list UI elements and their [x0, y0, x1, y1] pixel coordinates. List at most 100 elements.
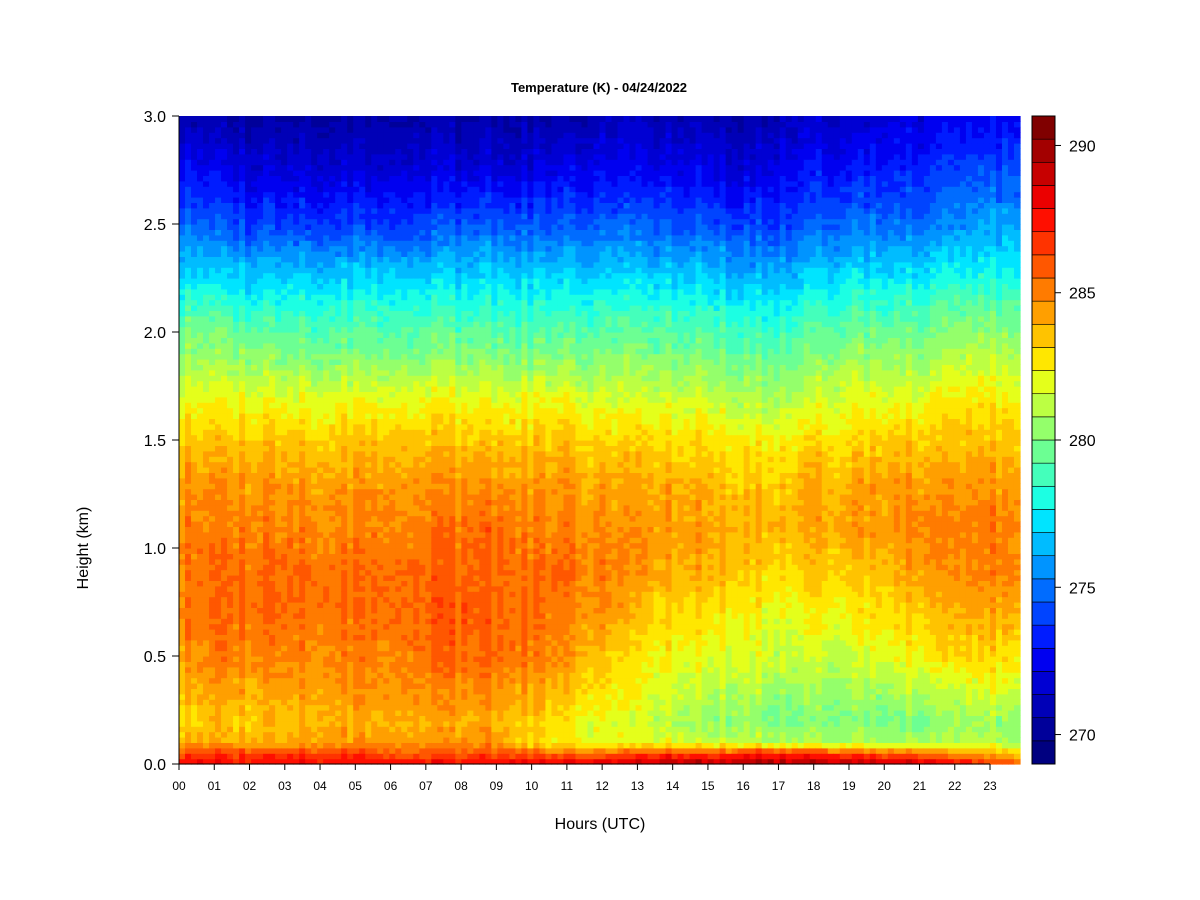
heatmap-cell — [305, 494, 312, 500]
heatmap-cell — [245, 639, 252, 646]
heatmap-cell — [365, 753, 372, 760]
heatmap-cell — [347, 720, 354, 727]
heatmap-cell — [257, 245, 264, 252]
heatmap-cell — [191, 483, 198, 490]
heatmap-cell — [341, 693, 348, 700]
heatmap-cell — [227, 337, 234, 344]
heatmap-cell — [299, 521, 306, 527]
heatmap-cell — [185, 305, 192, 311]
heatmap-cell — [287, 148, 294, 155]
heatmap-cell — [329, 483, 336, 490]
heatmap-cell — [413, 494, 420, 500]
heatmap-cell — [335, 332, 342, 338]
heatmap-cell — [425, 634, 432, 641]
heatmap-cell — [197, 510, 204, 517]
heatmap-cell — [281, 251, 288, 257]
heatmap-cell — [257, 294, 264, 301]
heatmap-cell — [407, 699, 414, 706]
heatmap-cell — [371, 251, 378, 257]
heatmap-cell — [365, 337, 372, 344]
heatmap-cell — [257, 607, 264, 614]
heatmap-cell — [215, 299, 222, 306]
heatmap-cell — [359, 175, 366, 182]
heatmap-cell — [353, 159, 360, 166]
heatmap-cell — [191, 715, 198, 722]
heatmap-cell — [191, 423, 198, 430]
heatmap-cell — [239, 715, 246, 722]
heatmap-cell — [305, 256, 312, 263]
heatmap-cell — [329, 261, 336, 268]
heatmap-cell — [353, 369, 360, 376]
heatmap-cell — [275, 499, 282, 506]
heatmap-cell — [239, 618, 246, 625]
heatmap-cell — [263, 699, 270, 706]
heatmap-cell — [263, 445, 270, 452]
heatmap-cell — [383, 299, 390, 306]
heatmap-cell — [257, 753, 264, 760]
heatmap-cell — [407, 391, 414, 398]
heatmap-cell — [293, 396, 300, 403]
heatmap-cell — [407, 693, 414, 700]
heatmap-cell — [311, 229, 318, 236]
heatmap-cell — [377, 515, 384, 522]
heatmap-cell — [353, 553, 360, 560]
heatmap-cell — [335, 207, 342, 214]
heatmap-cell — [293, 531, 300, 538]
heatmap-cell — [371, 121, 378, 128]
heatmap-cell — [221, 591, 228, 598]
heatmap-cell — [425, 488, 432, 495]
heatmap-cell — [419, 710, 426, 716]
heatmap-cell — [365, 445, 372, 452]
heatmap-cell — [197, 688, 204, 695]
heatmap-cell — [275, 245, 282, 252]
heatmap-cell — [341, 148, 348, 155]
heatmap-cell — [335, 310, 342, 317]
heatmap-cell — [353, 164, 360, 171]
heatmap-cell — [335, 153, 342, 160]
heatmap-cell — [383, 413, 390, 419]
heatmap-cell — [215, 526, 222, 533]
heatmap-cell — [377, 623, 384, 630]
heatmap-cell — [317, 720, 324, 727]
heatmap-cell — [395, 348, 402, 355]
heatmap-cell — [329, 731, 336, 738]
heatmap-cell — [323, 726, 330, 733]
heatmap-cell — [197, 202, 204, 209]
heatmap-cell — [389, 153, 396, 160]
heatmap-cell — [371, 132, 378, 139]
heatmap-cell — [281, 429, 288, 436]
heatmap-cell — [257, 569, 264, 576]
heatmap-cell — [299, 461, 306, 468]
heatmap-cell — [227, 596, 234, 603]
heatmap-cell — [281, 353, 288, 360]
heatmap-cell — [215, 413, 222, 419]
heatmap-cell — [311, 278, 318, 284]
heatmap-cell — [233, 407, 240, 414]
heatmap-cell — [287, 672, 294, 679]
heatmap-cell — [245, 380, 252, 387]
heatmap-cell — [395, 747, 402, 754]
heatmap-cell — [209, 159, 216, 166]
heatmap-cell — [425, 440, 432, 446]
heatmap-cell — [365, 693, 372, 700]
heatmap-cell — [221, 153, 228, 160]
heatmap-cell — [251, 521, 258, 527]
heatmap-cell — [293, 245, 300, 252]
heatmap-cell — [389, 175, 396, 182]
heatmap-cell — [365, 531, 372, 538]
heatmap-cell — [191, 526, 198, 533]
heatmap-cell — [395, 661, 402, 668]
heatmap-cell — [287, 737, 294, 743]
heatmap-cell — [203, 558, 210, 565]
heatmap-cell — [395, 531, 402, 538]
heatmap-cell — [395, 467, 402, 473]
heatmap-cell — [401, 731, 408, 738]
heatmap-cell — [185, 558, 192, 565]
heatmap-cell — [329, 499, 336, 506]
heatmap-cell — [359, 688, 366, 695]
heatmap-cell — [179, 699, 186, 706]
heatmap-cell — [233, 175, 240, 182]
heatmap-cell — [389, 186, 396, 193]
heatmap-cell — [269, 170, 276, 176]
heatmap-cell — [233, 315, 240, 322]
